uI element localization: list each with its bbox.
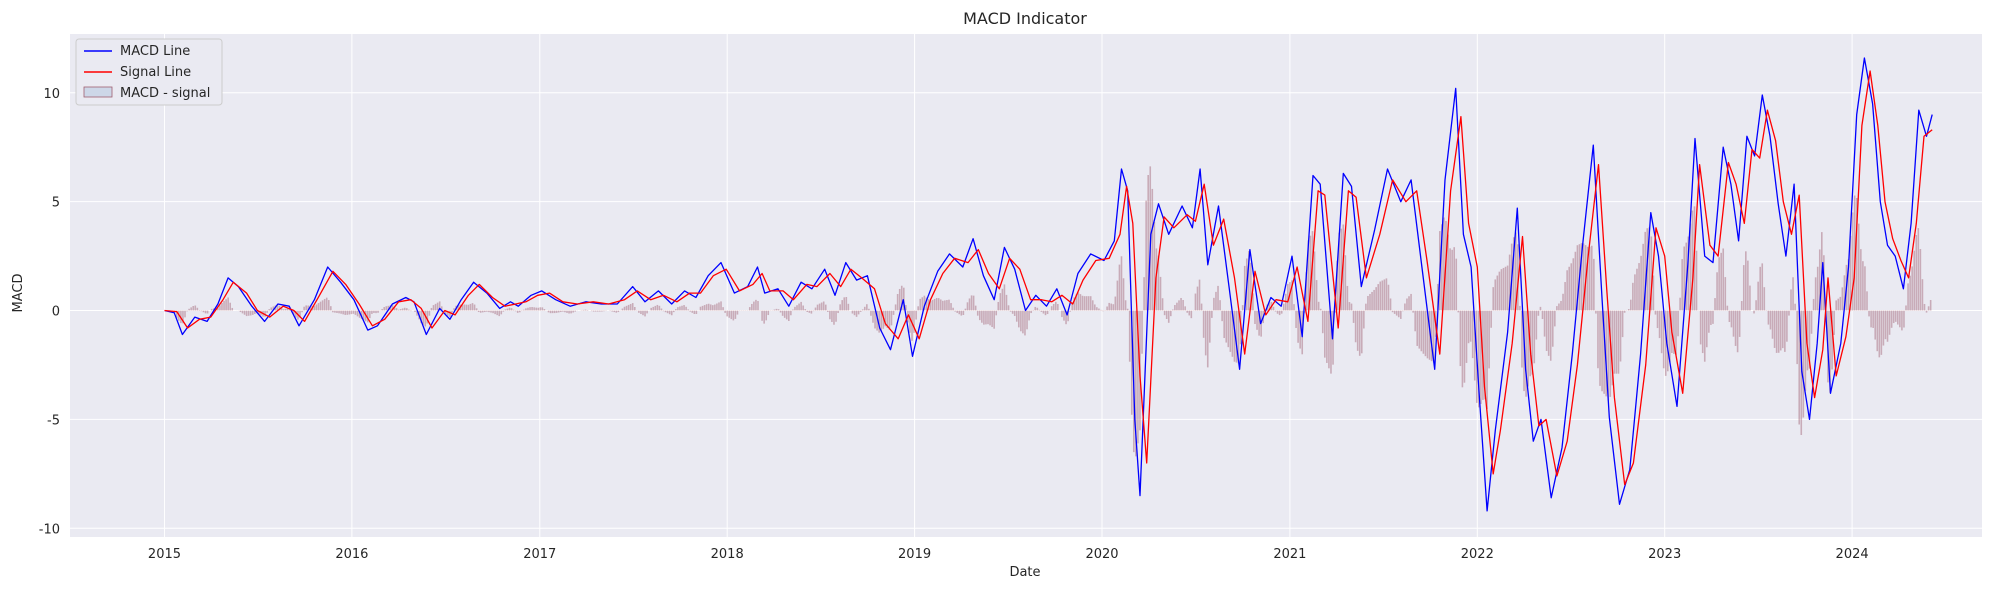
y-tick-labels: -10 -5 0 5 10 — [39, 87, 60, 537]
x-tick-label: 2022 — [1461, 547, 1494, 562]
y-tick-label: -5 — [47, 413, 60, 428]
y-tick-label: 10 — [43, 87, 60, 102]
legend: MACD Line Signal Line MACD - signal — [75, 38, 223, 106]
x-tick-label: 2018 — [711, 547, 744, 562]
macd-line — [164, 57, 1933, 512]
y-tick-label: -10 — [39, 522, 60, 537]
legend-label-histogram: MACD - signal — [120, 86, 210, 101]
legend-box — [75, 38, 223, 106]
legend-swatch-histogram — [83, 86, 113, 98]
x-tick-label: 2017 — [523, 547, 556, 562]
y-axis-label: MACD — [11, 274, 26, 313]
x-tick-label: 2021 — [1273, 547, 1306, 562]
y-tick-label: 0 — [52, 305, 60, 320]
x-tick-label: 2016 — [335, 547, 368, 562]
x-tick-label: 2023 — [1648, 547, 1681, 562]
x-tick-label: 2019 — [898, 547, 931, 562]
x-tick-label: 2015 — [148, 547, 181, 562]
x-tick-label: 2020 — [1085, 547, 1118, 562]
series-lines — [164, 57, 1933, 512]
x-tick-labels: 2015 2016 2017 2018 2019 2020 2021 2022 2023 2024 — [148, 547, 1869, 562]
x-tick-label: 2024 — [1836, 547, 1869, 562]
legend-label-macd: MACD Line — [120, 44, 190, 59]
grid-lines — [70, 34, 1982, 537]
x-axis-label: Date — [1009, 565, 1040, 580]
chart-title: MACD Indicator — [963, 9, 1087, 28]
y-tick-label: 5 — [52, 196, 60, 211]
signal-line — [164, 70, 1933, 486]
legend-label-signal: Signal Line — [120, 65, 191, 80]
